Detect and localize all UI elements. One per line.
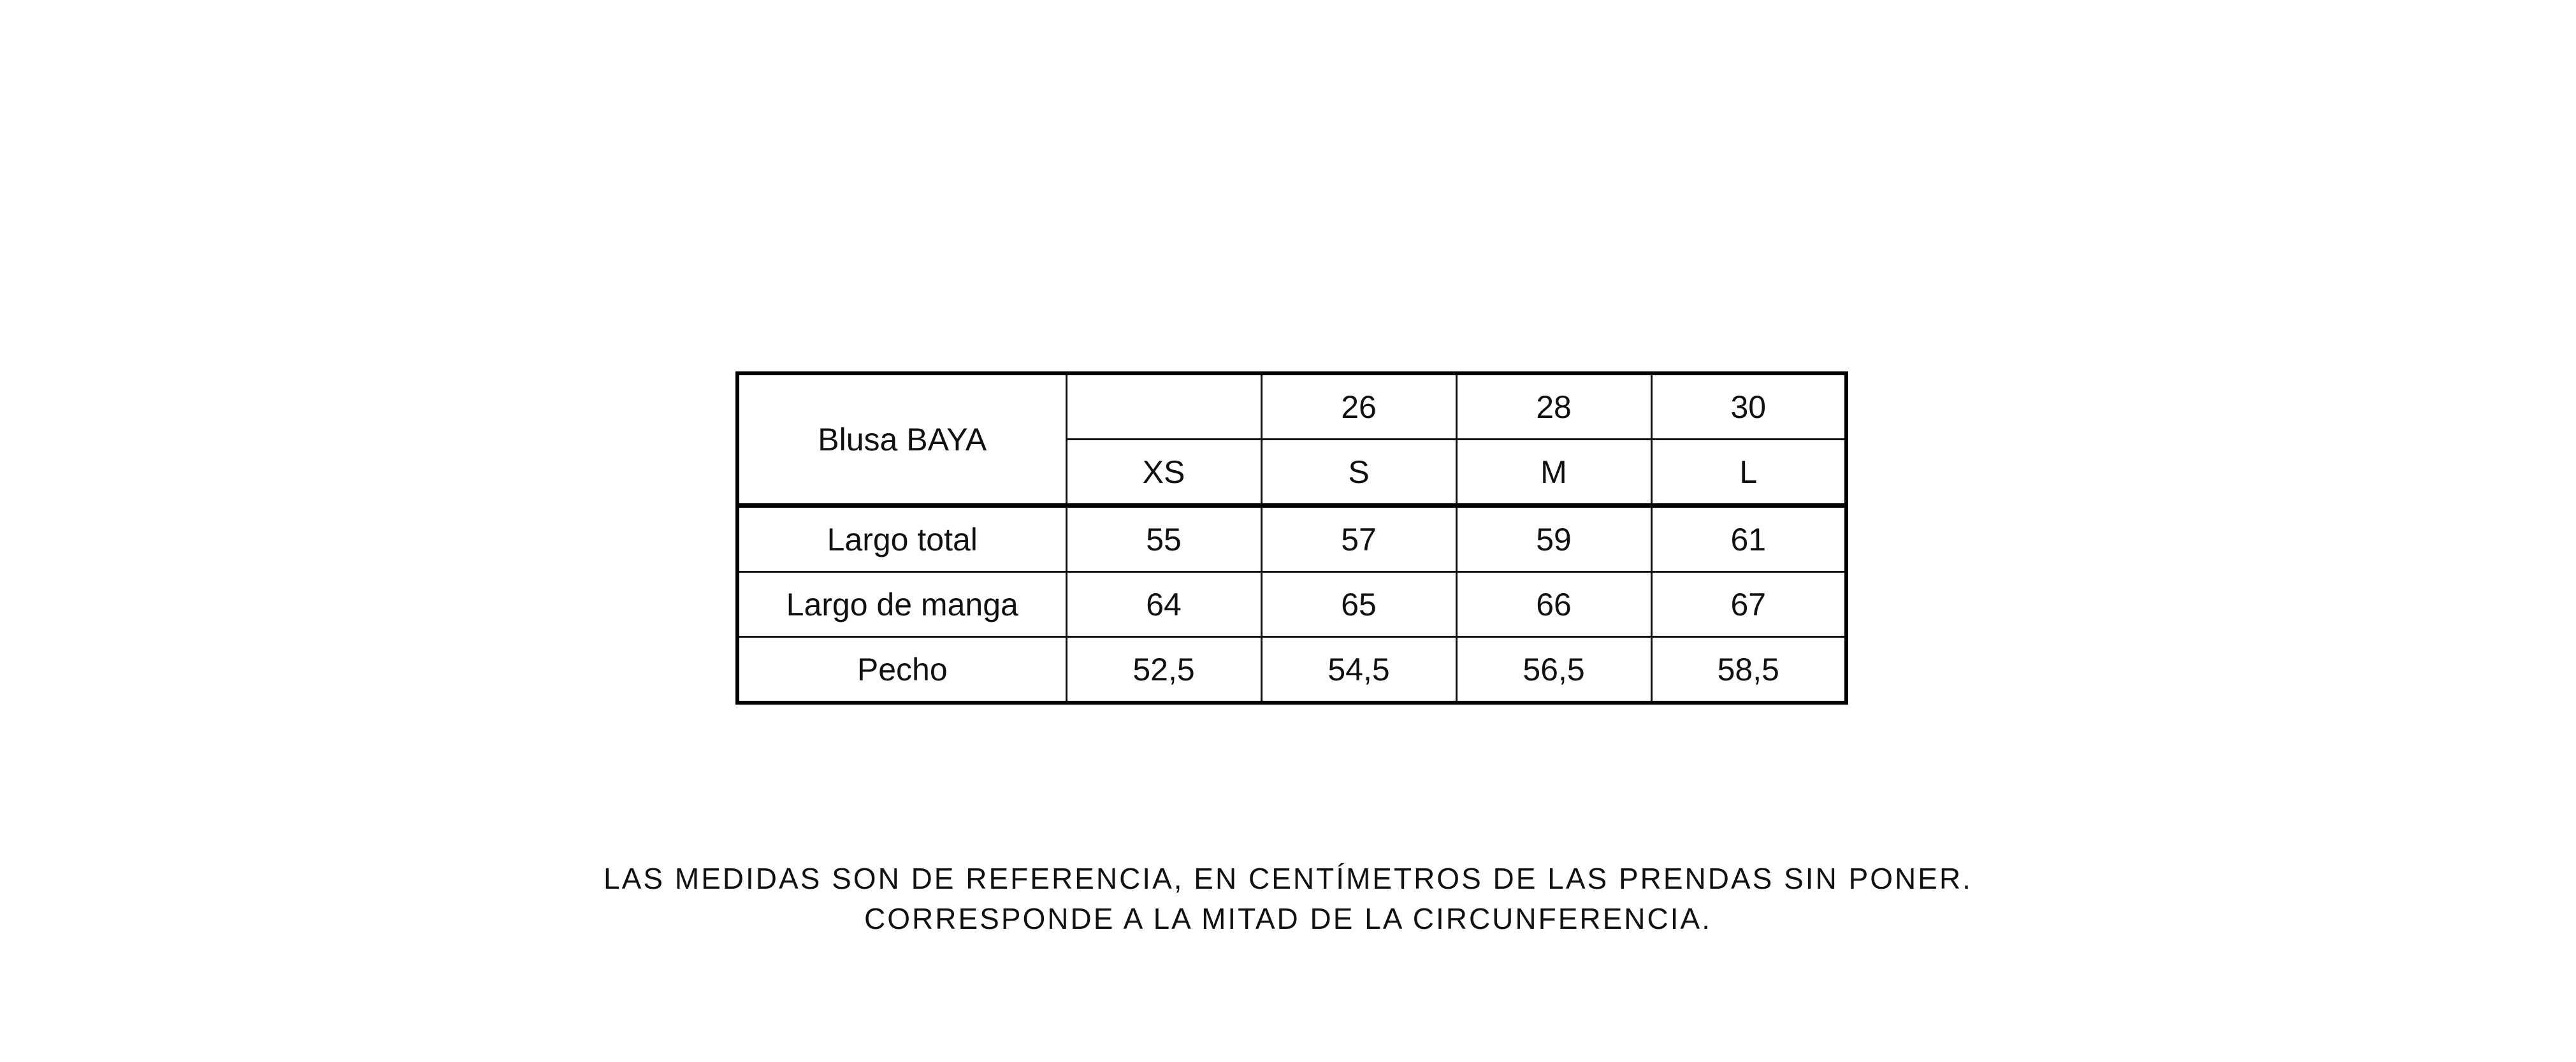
size-chart-table: Blusa BAYA 26 28 30 XS S M L Largo total… (735, 371, 1848, 705)
letter-size-row: XS S M L (737, 438, 1848, 508)
value-cell: 59 (1455, 505, 1653, 573)
product-name: Blusa BAYA (736, 372, 1067, 508)
table-row: Largo total 55 57 59 61 (736, 505, 1848, 573)
letter-size-cell: XS (1065, 438, 1263, 508)
numeric-size-cell: 26 (1260, 372, 1458, 440)
letter-size-cell: S (1260, 438, 1458, 508)
circumference-note: CORRESPONDE A LA MITAD DE LA CIRCUNFEREN… (864, 902, 1712, 935)
row-label: Largo total (736, 505, 1067, 573)
letter-size-cell: M (1455, 438, 1653, 508)
value-cell: 52,5 (1065, 636, 1263, 704)
table-row: Pecho 52,5 54,5 56,5 58,5 (736, 636, 1848, 704)
value-cell: 56,5 (1455, 636, 1653, 704)
value-cell: 57 (1260, 505, 1458, 573)
value-cell: 66 (1455, 571, 1653, 638)
numeric-size-cell: 30 (1650, 372, 1848, 440)
value-cell: 58,5 (1650, 636, 1848, 704)
numeric-size-cell: 28 (1455, 372, 1653, 440)
letter-size-cell: L (1650, 438, 1848, 508)
table-row: Largo de manga 64 65 66 67 (736, 571, 1848, 638)
value-cell: 55 (1065, 505, 1263, 573)
value-cell: 61 (1650, 505, 1848, 573)
value-cell: 65 (1260, 571, 1458, 638)
value-cell: 64 (1065, 571, 1263, 638)
row-label: Largo de manga (736, 571, 1067, 638)
value-cell: 54,5 (1260, 636, 1458, 704)
row-label: Pecho (736, 636, 1067, 704)
value-cell: 67 (1650, 571, 1848, 638)
numeric-size-cell (1065, 372, 1263, 440)
numeric-size-row: Blusa BAYA 26 28 30 (736, 372, 1848, 508)
measurement-note: LAS MEDIDAS SON DE REFERENCIA, EN CENTÍM… (604, 862, 1972, 895)
